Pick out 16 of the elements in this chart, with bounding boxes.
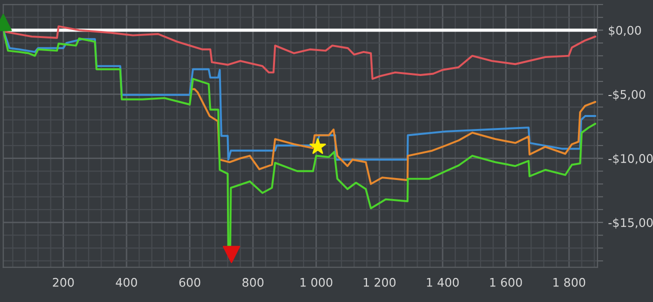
x-tick-label: 1 200 (364, 278, 396, 287)
y-tick-label: -$15,00 (608, 218, 653, 229)
x-tick-label: 1 000 (300, 278, 332, 287)
x-tick-label: 1 800 (553, 278, 586, 287)
x-tick-label: 200 (52, 278, 74, 287)
point (222, 246, 240, 264)
y-tick-label: -$5,00 (608, 90, 646, 100)
x-tick-label: 400 (116, 278, 138, 287)
x-tick-label: 1 600 (490, 278, 522, 287)
x-tick-label: 1 400 (427, 278, 459, 287)
point (310, 138, 326, 154)
x-tick-label: 600 (179, 278, 200, 287)
line-series (192, 88, 596, 185)
y-tick-label: -$10,00 (608, 154, 653, 165)
x-tick-label: 800 (242, 278, 264, 287)
y-tick-label: $0,00 (608, 26, 641, 36)
